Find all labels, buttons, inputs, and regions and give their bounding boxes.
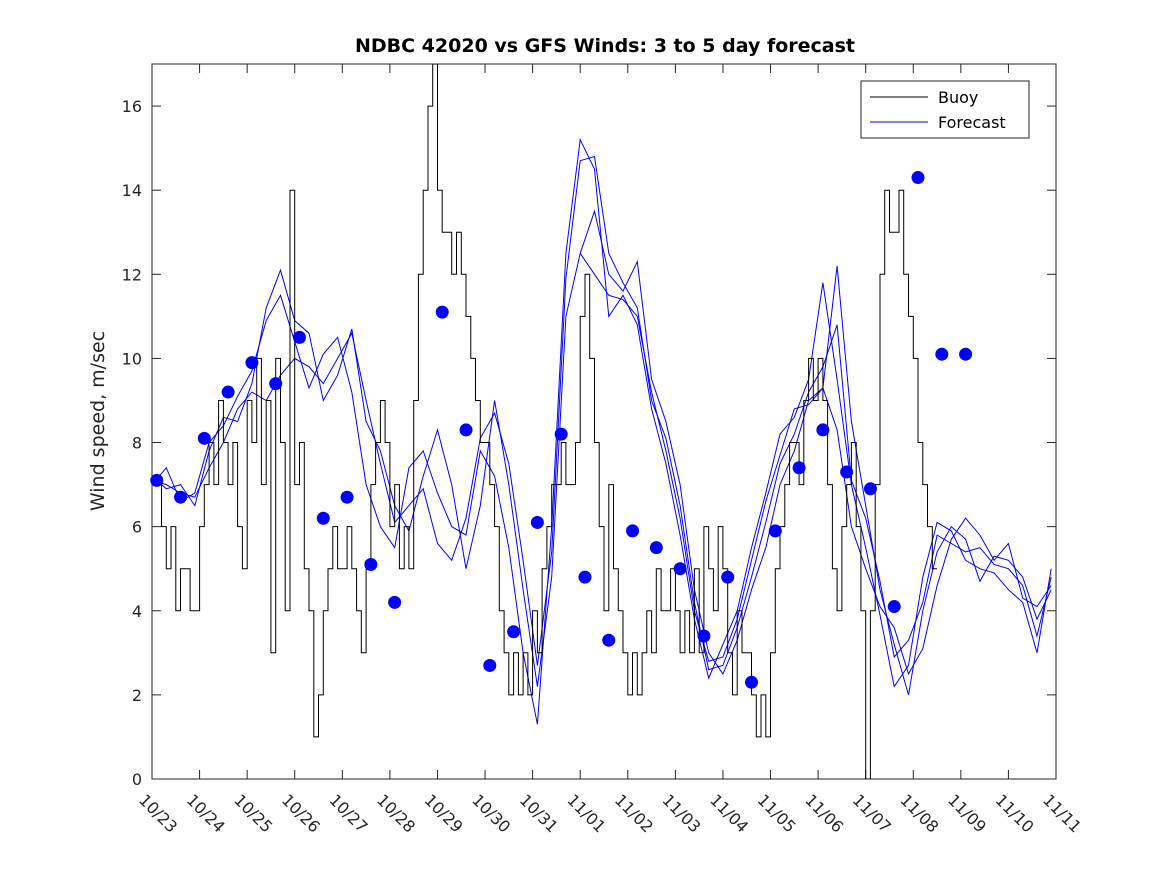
x-tick-label: 11/06 [801, 790, 847, 836]
legend: Buoy Forecast [860, 80, 1030, 139]
forecast-marker [316, 511, 330, 525]
forecast-marker [388, 595, 402, 609]
forecast-marker [626, 524, 640, 538]
y-tick-label: 4 [132, 602, 142, 621]
x-tick-label: 11/01 [563, 790, 609, 836]
forecast-marker [578, 570, 592, 584]
forecast-line-1 [152, 155, 1052, 671]
x-tick-label: 11/09 [944, 790, 990, 836]
forecast-marker [292, 330, 306, 344]
buoy-line [152, 64, 938, 779]
x-tick-label: 10/31 [516, 790, 562, 836]
marker-layer [150, 171, 973, 689]
forecast-marker [269, 377, 283, 391]
legend-label-buoy: Buoy [938, 88, 978, 107]
x-tick-label: 10/27 [325, 790, 371, 836]
x-tick-label: 11/03 [659, 790, 705, 836]
forecast-marker [483, 658, 497, 672]
forecast-marker [174, 490, 188, 504]
forecast-marker [887, 600, 901, 614]
x-tick-label: 10/24 [183, 790, 229, 836]
forecast-marker [792, 461, 806, 475]
forecast-marker [863, 482, 877, 496]
y-tick-label: 6 [132, 518, 142, 537]
y-tick-label: 12 [122, 265, 142, 284]
x-tick-label: 10/26 [278, 790, 324, 836]
forecast-marker [197, 431, 211, 445]
forecast-marker [245, 356, 259, 370]
forecast-marker [959, 347, 973, 361]
forecast-marker [507, 625, 521, 639]
x-tick-label: 11/08 [896, 790, 942, 836]
forecast-marker [721, 570, 735, 584]
forecast-marker [816, 423, 830, 437]
forecast-marker [697, 629, 711, 643]
series-layer [152, 64, 1052, 779]
forecast-marker [673, 562, 687, 576]
forecast-marker [150, 473, 164, 487]
forecast-marker [744, 675, 758, 689]
legend-label-forecast: Forecast [938, 113, 1006, 132]
forecast-line-3 [152, 209, 1052, 696]
x-tick-label: 10/28 [373, 790, 419, 836]
forecast-marker [530, 515, 544, 529]
forecast-marker [935, 347, 949, 361]
forecast-line-4 [579, 253, 1052, 676]
y-tick-label: 16 [122, 97, 142, 116]
forecast-marker [554, 427, 568, 441]
forecast-marker [911, 171, 925, 185]
forecast-marker [364, 558, 378, 571]
y-tick-label: 10 [122, 349, 142, 368]
x-tick-label: 11/04 [706, 790, 752, 836]
x-tick-label: 11/02 [611, 790, 657, 836]
x-tick-label: 10/25 [230, 790, 276, 836]
x-tick-label: 10/29 [421, 790, 467, 836]
plot-area [151, 63, 1057, 780]
forecast-marker [602, 633, 616, 647]
chart-title: NDBC 42020 vs GFS Winds: 3 to 5 day fore… [355, 35, 855, 57]
forecast-marker [649, 541, 663, 555]
legend-box [860, 80, 1030, 139]
x-tick-label: 10/30 [468, 790, 514, 836]
forecast-marker [435, 305, 449, 319]
x-tick-label: 11/10 [992, 790, 1038, 836]
forecast-marker [221, 385, 235, 399]
y-tick-label: 2 [132, 686, 142, 705]
x-tick-label: 10/23 [135, 790, 181, 836]
y-axis: 0 2 4 6 8 10 12 14 16 [122, 97, 1056, 789]
y-tick-label: 8 [132, 434, 142, 453]
forecast-marker [768, 524, 782, 538]
y-axis-label: Wind speed, m/sec [87, 331, 109, 511]
x-tick-label: 11/07 [849, 790, 895, 836]
forecast-marker [340, 490, 354, 504]
x-tick-label: 11/05 [754, 790, 800, 836]
forecast-marker [459, 423, 473, 437]
y-tick-label: 14 [122, 181, 142, 200]
forecast-marker [840, 465, 854, 479]
y-tick-label: 0 [132, 770, 142, 789]
x-tick-label: 11/11 [1039, 790, 1085, 836]
